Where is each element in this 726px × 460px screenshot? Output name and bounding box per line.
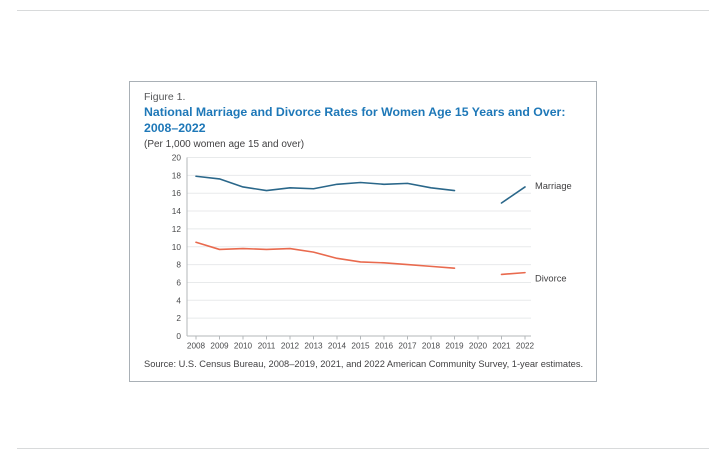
svg-text:0: 0: [176, 331, 181, 341]
page-top-rule: [17, 10, 709, 11]
svg-text:2021: 2021: [492, 342, 511, 351]
figure-subtitle: (Per 1,000 women age 15 and over): [144, 139, 305, 151]
svg-text:4: 4: [176, 295, 181, 305]
svg-text:2: 2: [176, 313, 181, 323]
figure-number-label: Figure 1.: [144, 91, 186, 103]
figure-box: Figure 1. National Marriage and Divorce …: [129, 81, 597, 382]
svg-text:2014: 2014: [328, 342, 347, 351]
svg-text:2019: 2019: [445, 342, 464, 351]
source-note: Source: U.S. Census Bureau, 2008–2019, 2…: [144, 359, 584, 369]
svg-text:2012: 2012: [281, 342, 300, 351]
svg-text:16: 16: [172, 188, 182, 198]
page-bottom-rule: [17, 448, 709, 449]
svg-text:8: 8: [176, 260, 181, 270]
svg-text:12: 12: [172, 224, 182, 234]
svg-text:18: 18: [172, 170, 182, 180]
svg-text:14: 14: [172, 206, 182, 216]
svg-text:2009: 2009: [210, 342, 229, 351]
svg-text:2016: 2016: [375, 342, 394, 351]
figure-title: National Marriage and Divorce Rates for …: [144, 105, 582, 137]
figure-title-line2: 2008–2022: [144, 121, 206, 136]
svg-text:20: 20: [172, 153, 182, 163]
svg-text:2020: 2020: [469, 342, 488, 351]
figure-title-line1: National Marriage and Divorce Rates for …: [144, 105, 566, 120]
svg-text:6: 6: [176, 277, 181, 287]
svg-text:2018: 2018: [422, 342, 441, 351]
svg-text:2008: 2008: [187, 342, 206, 351]
svg-text:2013: 2013: [304, 342, 323, 351]
svg-text:2017: 2017: [398, 342, 417, 351]
svg-text:2010: 2010: [234, 342, 253, 351]
svg-text:10: 10: [172, 242, 182, 252]
svg-text:Marriage: Marriage: [535, 181, 572, 191]
svg-text:2015: 2015: [351, 342, 370, 351]
figure-header: Figure 1. National Marriage and Divorce …: [130, 82, 596, 151]
line-chart: 0 2 4 6 8 10 12 14 16 18 20 2008 2009 2010 2011 2012 201…: [172, 153, 572, 351]
svg-text:2011: 2011: [258, 342, 276, 351]
svg-text:Divorce: Divorce: [535, 274, 567, 284]
svg-text:2022: 2022: [516, 342, 535, 351]
